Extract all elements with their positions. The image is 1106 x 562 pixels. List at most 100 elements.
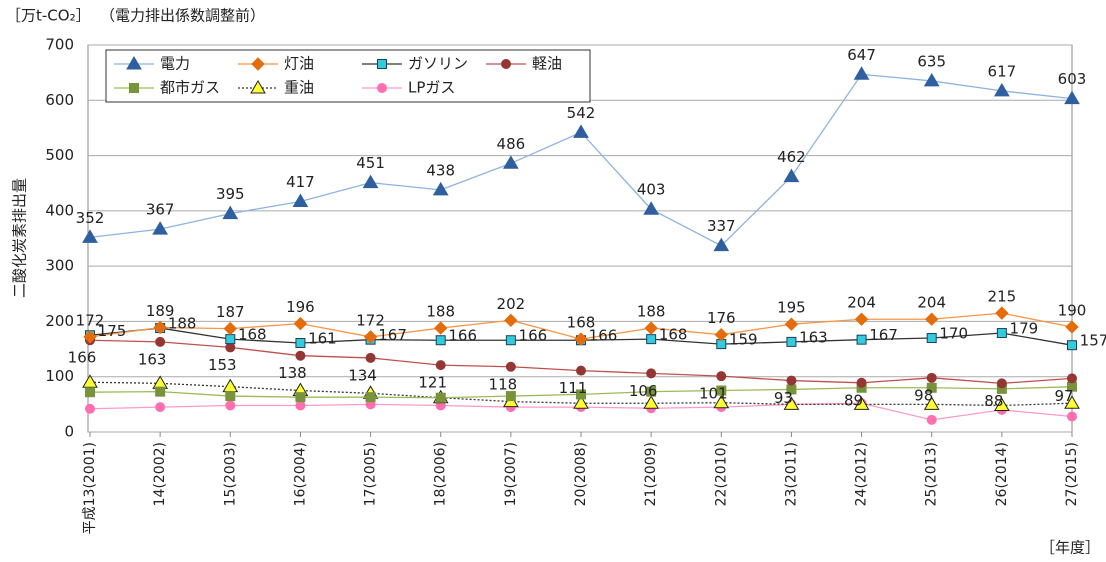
marker [1067, 340, 1077, 351]
x-tick-label: 平成13(2001) [82, 442, 98, 534]
marker [923, 396, 940, 410]
marker [295, 392, 306, 403]
data-label: 188 [168, 315, 197, 333]
marker [222, 205, 239, 220]
marker [1064, 90, 1080, 105]
data-label: 163 [799, 328, 828, 346]
data-label: 138 [278, 364, 307, 382]
x-tick-label: 19(2007) [503, 442, 519, 506]
marker [713, 237, 730, 252]
data-label: 166 [448, 327, 477, 345]
marker [152, 375, 169, 389]
legend-box [105, 49, 591, 103]
data-label: 168 [238, 326, 267, 344]
marker [783, 168, 800, 183]
data-label: 195 [777, 299, 806, 317]
marker [644, 321, 658, 335]
marker [923, 72, 940, 87]
data-label: 153 [208, 356, 237, 374]
data-label: 190 [1058, 301, 1087, 319]
marker [716, 385, 727, 396]
marker [783, 396, 800, 410]
marker [1067, 411, 1077, 422]
marker [225, 334, 236, 345]
data-label: 175 [98, 322, 127, 340]
marker [993, 397, 1010, 411]
y-tick-label: 200 [45, 312, 74, 330]
data-label: 196 [286, 298, 315, 316]
x-tick-label: 26(2014) [994, 442, 1010, 506]
data-label: 215 [988, 288, 1017, 306]
marker [643, 395, 660, 409]
marker [435, 392, 446, 403]
marker [784, 317, 799, 331]
data-label: 88 [984, 392, 1003, 410]
data-label: 542 [567, 104, 596, 122]
marker [225, 400, 236, 411]
marker [713, 394, 730, 409]
y-tick-label: 700 [45, 36, 74, 54]
marker [993, 82, 1010, 97]
data-label: 204 [847, 294, 876, 312]
data-label: 486 [497, 135, 526, 153]
marker [643, 201, 660, 215]
marker [504, 313, 518, 328]
data-label: 172 [76, 311, 105, 329]
legend-label: 都市ガス [160, 79, 220, 97]
marker [853, 396, 870, 410]
data-label: 134 [348, 366, 377, 384]
data-label: 168 [659, 326, 688, 344]
data-label: 157 [1080, 332, 1106, 350]
marker [155, 336, 166, 347]
data-label: 97 [1054, 387, 1073, 405]
marker [363, 330, 378, 344]
marker [926, 333, 937, 344]
y-tick-label: 100 [45, 367, 74, 385]
data-label: 172 [356, 311, 385, 329]
data-label: 101 [699, 385, 728, 403]
marker [574, 332, 588, 346]
x-tick-label: 25(2013) [924, 442, 940, 506]
subtitle: （電力排出係数調整前） [100, 7, 265, 25]
marker [926, 414, 937, 425]
marker [505, 361, 516, 372]
x-tick-label: 20(2008) [573, 442, 589, 506]
x-tick-label: 14(2002) [152, 442, 168, 506]
marker [129, 83, 139, 93]
marker [501, 59, 511, 69]
marker [377, 83, 387, 93]
data-label: 462 [777, 148, 806, 166]
x-tick-label: 15(2003) [222, 442, 238, 506]
marker [856, 334, 867, 345]
marker [377, 59, 387, 69]
marker [83, 330, 97, 344]
marker [646, 368, 657, 379]
data-label: 188 [426, 303, 455, 321]
data-label: 438 [426, 161, 455, 179]
marker [222, 378, 239, 393]
data-label: 121 [418, 374, 447, 392]
data-label: 367 [146, 201, 175, 219]
marker [365, 352, 376, 363]
data-label: 647 [847, 46, 876, 64]
marker [854, 312, 869, 326]
marker [502, 155, 519, 169]
marker [251, 57, 265, 71]
x-tick-label: 27(2015) [1064, 442, 1080, 506]
marker [250, 80, 266, 94]
marker [576, 389, 586, 400]
marker [926, 382, 937, 393]
data-label: 202 [497, 295, 526, 313]
marker [716, 371, 727, 382]
marker [573, 395, 589, 409]
marker [926, 372, 937, 383]
y-tick-label: 500 [45, 146, 74, 164]
legend-label: 重油 [284, 79, 314, 97]
data-label: 603 [1058, 70, 1087, 88]
marker [292, 193, 309, 207]
data-label: 176 [707, 309, 736, 327]
marker [435, 360, 446, 371]
data-label: 159 [729, 331, 758, 349]
data-label: 118 [489, 375, 518, 393]
